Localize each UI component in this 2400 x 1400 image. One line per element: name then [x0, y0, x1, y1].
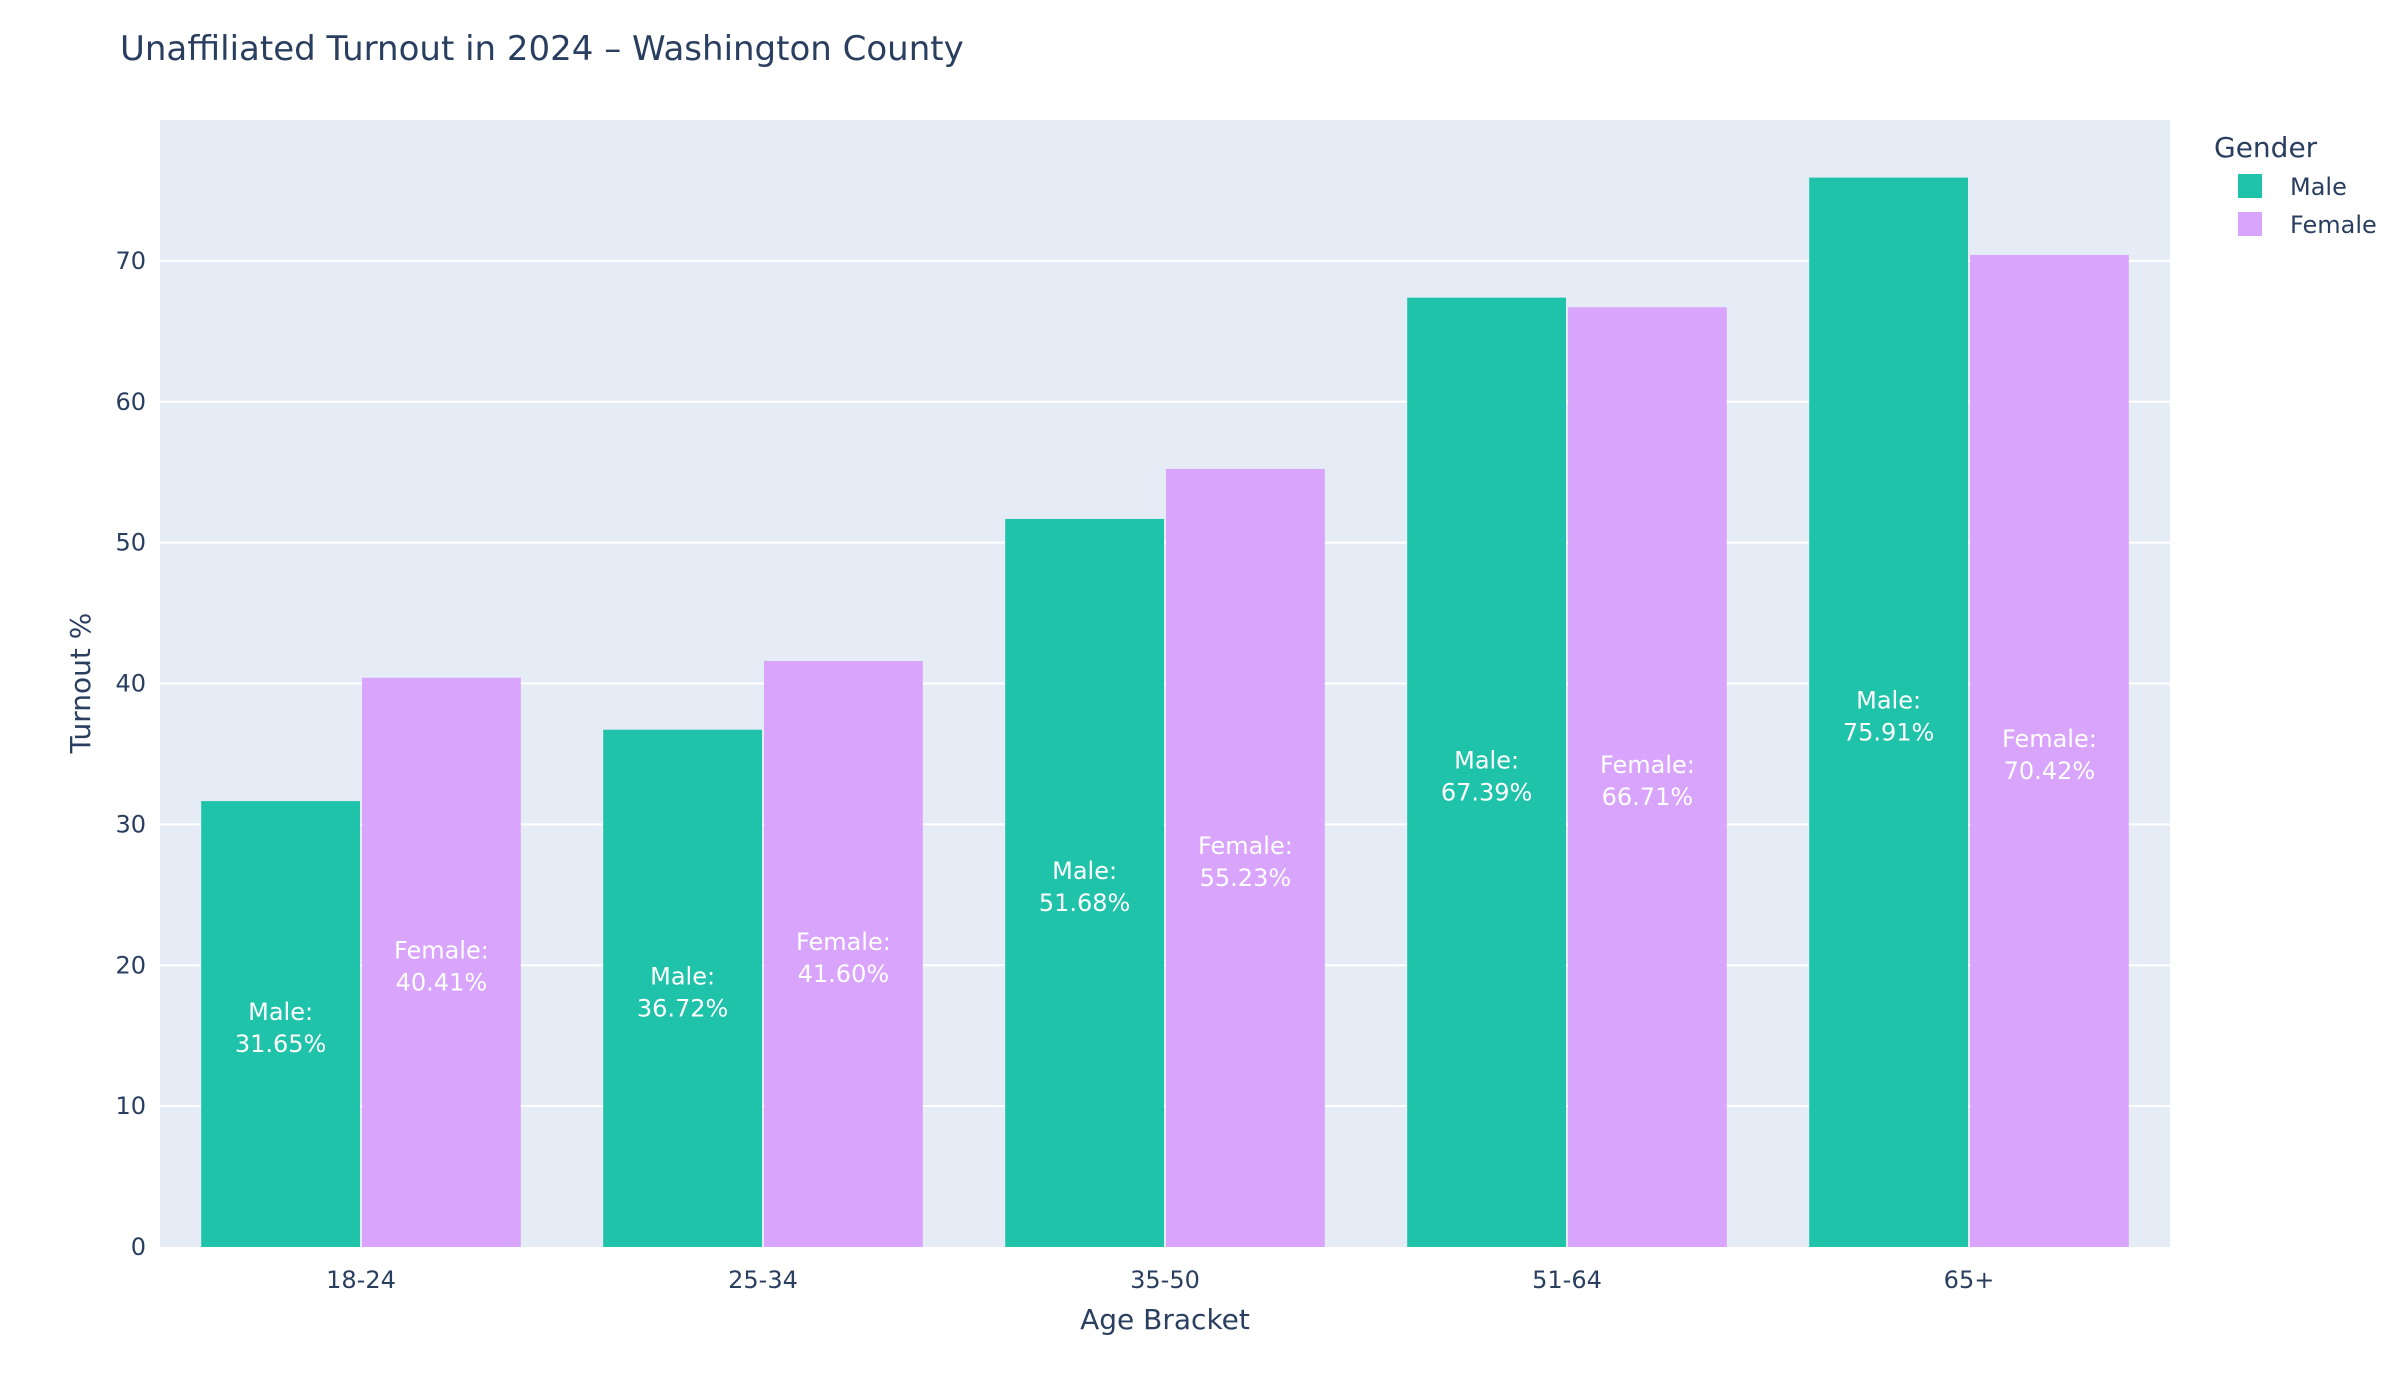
bar-female-35-50[interactable]	[1166, 468, 1325, 1247]
bar-label-value: 41.60%	[798, 960, 890, 988]
x-axis-title: Age Bracket	[1080, 1303, 1250, 1336]
y-tick-label: 20	[115, 951, 146, 979]
bar-label-name: Female:	[796, 928, 891, 956]
bars	[201, 177, 2129, 1247]
y-axis-ticks: 0 10 20 30 40 50 60 70	[115, 247, 146, 1261]
bar-label-value: 70.42%	[2004, 757, 2096, 785]
bar-male-25-34[interactable]	[603, 729, 762, 1247]
legend-label: Male	[2290, 173, 2347, 201]
bar-female-25-34[interactable]	[764, 660, 923, 1247]
x-tick-label: 35-50	[1130, 1266, 1200, 1294]
y-tick-label: 30	[115, 810, 146, 838]
bar-label-name: Male:	[1454, 746, 1519, 774]
x-tick-label: 25-34	[728, 1266, 798, 1294]
bar-male-51-64[interactable]	[1407, 297, 1566, 1247]
x-axis-ticks: 18-24 25-34 35-50 51-64 65+	[326, 1266, 1994, 1294]
bar-label-value: 66.71%	[1602, 783, 1694, 811]
bar-label-value: 31.65%	[235, 1030, 327, 1058]
legend-swatch	[2238, 212, 2262, 236]
bar-female-65+[interactable]	[1970, 254, 2129, 1247]
bar-label-name: Male:	[1856, 686, 1921, 714]
bar-label-value: 67.39%	[1441, 778, 1533, 806]
x-tick-label: 65+	[1944, 1266, 1995, 1294]
bar-label-value: 40.41%	[396, 968, 488, 996]
y-tick-label: 60	[115, 388, 146, 416]
bar-male-35-50[interactable]	[1005, 518, 1164, 1247]
chart-title: Unaffiliated Turnout in 2024 – Washingto…	[120, 29, 964, 69]
bar-label-name: Female:	[2002, 725, 2097, 753]
y-axis-title: Turnout %	[64, 613, 97, 755]
bar-female-18-24[interactable]	[362, 677, 521, 1247]
bar-label-name: Female:	[1600, 751, 1695, 779]
bar-label-name: Male:	[650, 962, 715, 990]
y-tick-label: 0	[131, 1233, 146, 1261]
y-tick-label: 50	[115, 529, 146, 557]
bar-label-value: 55.23%	[1200, 864, 1292, 892]
y-tick-label: 40	[115, 670, 146, 698]
bar-label-value: 51.68%	[1039, 889, 1131, 917]
y-tick-label: 70	[115, 247, 146, 275]
legend-item-male[interactable]: Male	[2238, 173, 2347, 201]
bar-male-18-24[interactable]	[201, 801, 360, 1247]
bar-label-name: Male:	[1052, 857, 1117, 885]
legend-swatch	[2238, 174, 2262, 198]
legend-title: Gender	[2214, 131, 2318, 164]
legend-label: Female	[2290, 211, 2377, 239]
bar-label-name: Female:	[1198, 832, 1293, 860]
bar-male-65+[interactable]	[1809, 177, 1968, 1247]
y-tick-label: 10	[115, 1092, 146, 1120]
bar-labels: Male: 31.65% Female: 40.41% Male: 36.72% Femal…	[235, 686, 2097, 1058]
legend-item-female[interactable]: Female	[2238, 211, 2377, 239]
bar-label-name: Male:	[248, 998, 313, 1026]
legend[interactable]: Gender Male Female	[2214, 131, 2377, 239]
bar-label-name: Female:	[394, 936, 489, 964]
x-tick-label: 51-64	[1532, 1266, 1602, 1294]
bar-label-value: 75.91%	[1843, 718, 1935, 746]
bar-label-value: 36.72%	[637, 994, 729, 1022]
bar-female-51-64[interactable]	[1568, 307, 1727, 1247]
x-tick-label: 18-24	[326, 1266, 396, 1294]
